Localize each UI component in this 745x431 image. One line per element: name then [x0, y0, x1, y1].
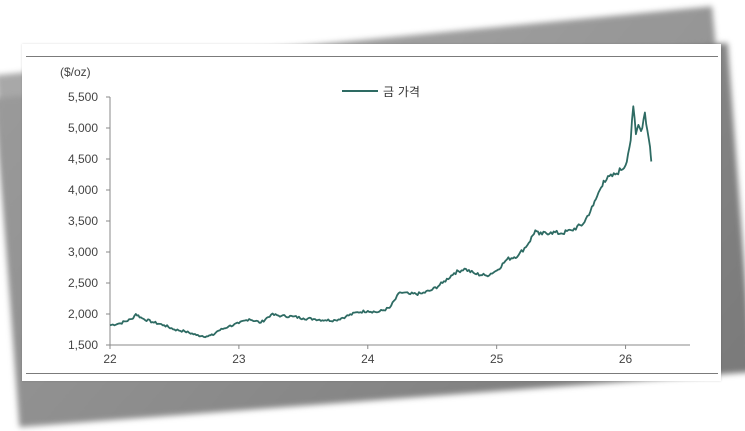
y-tick-label: 4,000: [68, 183, 98, 197]
x-tick-label: 26: [619, 352, 633, 366]
chart-card: [22, 44, 721, 381]
x-tick-label: 25: [490, 352, 504, 366]
y-tick-label: 3,000: [68, 245, 98, 259]
x-tick-label: 24: [361, 352, 375, 366]
y-tick-label: 1,500: [68, 338, 98, 352]
y-tick-label: 5,500: [68, 90, 98, 104]
y-tick-label: 5,000: [68, 121, 98, 135]
x-tick-label: 22: [103, 352, 117, 366]
x-axis-ticks: 22 23 24 25 26: [103, 345, 633, 366]
y-tick-label: 4,500: [68, 152, 98, 166]
x-tick-label: 23: [232, 352, 246, 366]
frame-bottom-rule: [26, 373, 718, 374]
legend: 금 가격: [342, 85, 420, 99]
y-tick-label: 2,000: [68, 307, 98, 321]
y-tick-label: 3,500: [68, 214, 98, 228]
legend-label-gold: 금 가격: [383, 85, 420, 99]
frame-top-rule: [26, 56, 718, 57]
y-axis-unit-label: ($/oz): [60, 65, 91, 79]
series-line-gold: [109, 105, 653, 339]
y-tick-label: 2,500: [68, 276, 98, 290]
y-axis-ticks: 1,500 2,000 2,500 3,000 3,500 4,000 4,500 5,000…: [68, 90, 110, 352]
